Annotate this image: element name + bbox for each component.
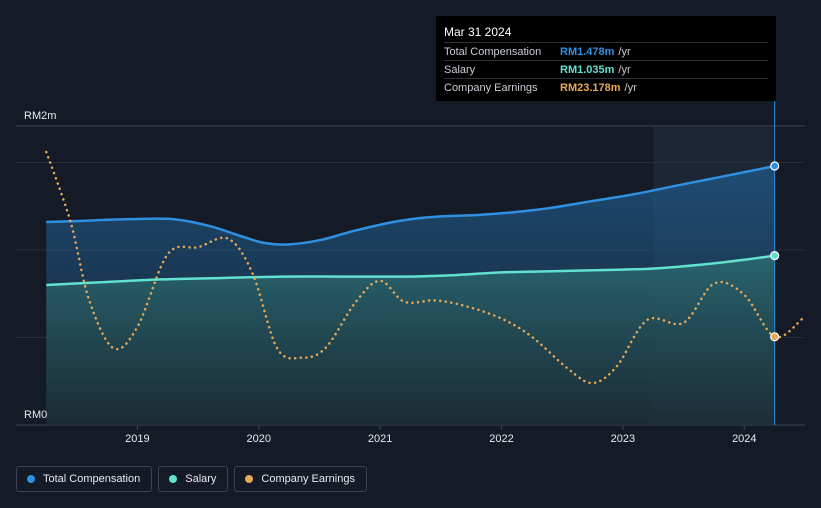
tooltip: Mar 31 2024 Total Compensation RM1.478m … bbox=[436, 16, 776, 101]
legend-label: Total Compensation bbox=[43, 473, 141, 485]
company-earnings-dot-icon bbox=[245, 475, 254, 483]
tooltip-unit: /yr bbox=[618, 45, 631, 58]
legend-salary-button[interactable]: Salary bbox=[158, 466, 229, 492]
legend-label: Company Earnings bbox=[261, 473, 355, 485]
y-axis-top-label: RM2m bbox=[24, 110, 56, 122]
salary-marker bbox=[770, 251, 780, 261]
legend-label: Salary bbox=[185, 473, 217, 485]
total-compensation-marker bbox=[770, 161, 780, 171]
tooltip-value: RM1.035m bbox=[560, 63, 615, 76]
tooltip-date: Mar 31 2024 bbox=[444, 25, 512, 39]
tooltip-unit: /yr bbox=[624, 81, 637, 94]
total-compensation-dot-icon bbox=[27, 475, 35, 483]
tooltip-row-total-compensation: Total Compensation RM1.478m /yr bbox=[444, 42, 768, 60]
x-tick-label: 2022 bbox=[489, 433, 513, 445]
tooltip-unit: /yr bbox=[618, 63, 631, 76]
x-tick-label: 2024 bbox=[732, 433, 756, 445]
salary-line bbox=[46, 254, 775, 287]
tooltip-label: Total Compensation bbox=[444, 45, 542, 58]
company-earnings-marker bbox=[770, 332, 780, 342]
tooltip-value: RM1.478m bbox=[560, 45, 615, 58]
tooltip-label: Salary bbox=[444, 63, 476, 76]
salary-dot-icon bbox=[169, 475, 178, 483]
tooltip-value: RM23.178m bbox=[560, 81, 621, 94]
tooltip-row-company-earnings: Company Earnings RM23.178m /yr bbox=[444, 78, 768, 96]
tooltip-label: Company Earnings bbox=[444, 81, 538, 94]
total-compensation-line bbox=[46, 164, 775, 246]
x-tick-label: 2019 bbox=[125, 433, 149, 445]
y-axis-bottom-label: RM0 bbox=[24, 409, 47, 421]
legend: Total Compensation Salary Company Earnin… bbox=[16, 466, 367, 492]
legend-company-earnings-button[interactable]: Company Earnings bbox=[234, 466, 367, 492]
x-tick-label: 2020 bbox=[247, 433, 271, 445]
x-tick-label: 2021 bbox=[368, 433, 392, 445]
tooltip-row-salary: Salary RM1.035m /yr bbox=[444, 60, 768, 78]
salary-area bbox=[46, 255, 775, 425]
x-tick-label: 2023 bbox=[611, 433, 635, 445]
legend-total-compensation-button[interactable]: Total Compensation bbox=[16, 466, 153, 492]
company-earnings-line bbox=[45, 150, 804, 385]
